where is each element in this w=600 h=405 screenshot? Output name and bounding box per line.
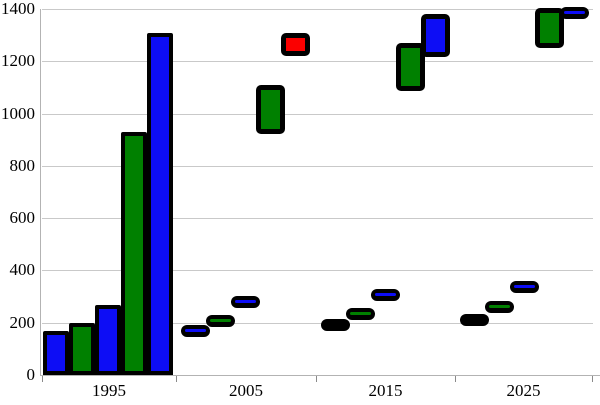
- pill-stripe: [514, 285, 535, 289]
- pill-slot-3: [510, 281, 539, 294]
- x-axis-tick: [592, 376, 593, 382]
- pill-slot-2: [206, 315, 235, 328]
- grid-line: [42, 60, 593, 62]
- y-tick-label: 1000: [1, 103, 35, 123]
- x-axis-tick: [176, 376, 177, 382]
- pill-stripe: [350, 311, 371, 315]
- bar-slot-5: [147, 33, 173, 375]
- pill-slot-5: [560, 6, 589, 19]
- x-axis-tick: [316, 376, 317, 382]
- range-box-slot-5: [421, 14, 450, 58]
- pill-slot-3: [231, 295, 260, 308]
- pill-slot-2: [485, 301, 514, 314]
- pill-slot-3: [371, 289, 400, 302]
- pill-slot-1: [181, 324, 210, 337]
- grid-line: [42, 269, 593, 271]
- pill-slot-2: [346, 307, 375, 320]
- grid-line: [42, 322, 593, 324]
- x-tick-label: 2015: [368, 381, 403, 400]
- pill-stripe: [185, 328, 206, 332]
- pill-stripe: [210, 319, 231, 323]
- bar-slot-1: [43, 331, 69, 375]
- range-box-slot-4: [256, 84, 285, 135]
- bar-slot-2: [69, 323, 95, 375]
- x-axis-line: [40, 375, 600, 376]
- y-tick-label: 800: [9, 155, 36, 175]
- pill-stripe: [464, 318, 485, 322]
- y-tick-label: 400: [9, 260, 36, 280]
- pill-stripe: [375, 293, 396, 297]
- grid-line: [42, 8, 593, 10]
- x-axis-tick: [42, 376, 43, 382]
- bar-slot-4: [121, 132, 147, 375]
- y-tick-label: 1400: [1, 0, 35, 18]
- x-tick-label: 2005: [229, 381, 263, 400]
- pill-stripe: [489, 305, 510, 309]
- pill-slot-1: [460, 314, 489, 327]
- x-tick-label: 2025: [506, 381, 541, 400]
- pill-slot-1: [321, 319, 350, 332]
- pill-stripe: [564, 10, 585, 14]
- y-tick-label: 0: [26, 365, 36, 384]
- grid-line: [42, 165, 593, 167]
- pill-stripe: [235, 299, 256, 303]
- grid-line: [42, 113, 593, 115]
- y-tick-label: 1200: [1, 51, 35, 71]
- bar-slot-3: [95, 305, 121, 375]
- grid-line: [42, 217, 593, 219]
- y-tick-label: 600: [9, 208, 36, 228]
- pill-stripe: [325, 323, 346, 327]
- y-tick-label: 200: [9, 312, 36, 332]
- y-axis-line: [40, 9, 41, 376]
- range-box-slot-4: [396, 43, 425, 92]
- x-axis-tick: [455, 376, 456, 382]
- range-box-slot-4: [535, 7, 564, 49]
- range-box-slot-5: [281, 32, 310, 56]
- x-tick-label: 1995: [92, 381, 126, 400]
